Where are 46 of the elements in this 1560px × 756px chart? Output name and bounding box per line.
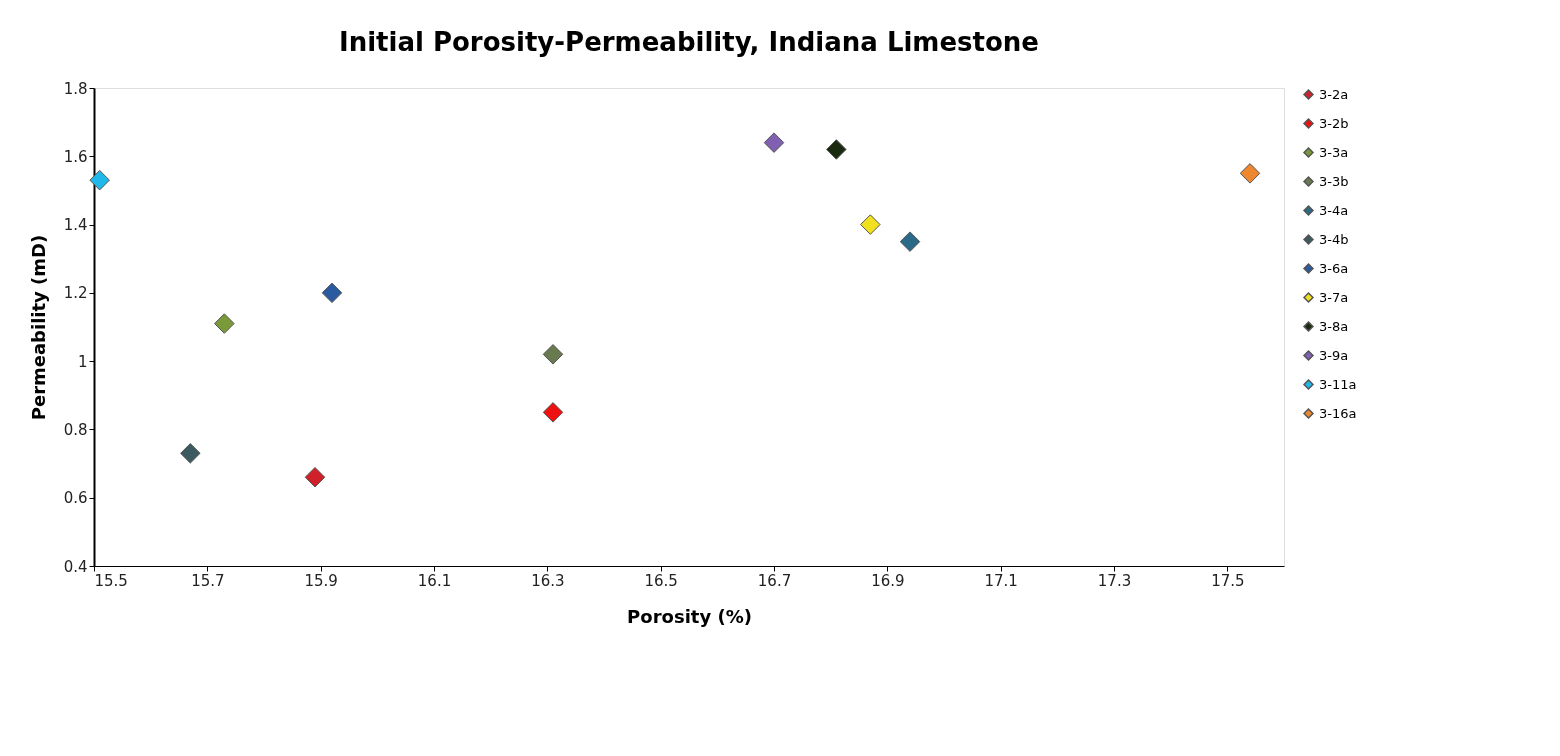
x-tick-label: 16.9: [871, 571, 905, 590]
legend-label: 3-2b: [1319, 115, 1349, 131]
point: [180, 443, 201, 464]
point: [89, 169, 110, 191]
y-tick-label: 1.8: [63, 79, 88, 98]
x-tick-label: 16.7: [757, 571, 792, 590]
point: [860, 214, 881, 235]
point: [304, 466, 326, 488]
legend-label: 3-3a: [1319, 144, 1349, 160]
x-tick-label: 17.5: [1211, 571, 1245, 590]
point: [1239, 163, 1261, 184]
legend-label: 3-4a: [1319, 202, 1349, 218]
legend-label: 3-6a: [1319, 260, 1349, 276]
point: [899, 231, 921, 252]
chart-title: Initial Porosity-Permeability, Indiana Limestone: [339, 27, 1039, 57]
x-tick-label: 16.3: [531, 571, 565, 590]
point: [542, 344, 564, 365]
point: [542, 402, 564, 423]
y-tick-label: 0.8: [63, 420, 88, 439]
y-axis-title: Permeability (mD): [27, 234, 49, 421]
legend-label: 3-7a: [1319, 289, 1349, 305]
y-tick-label: 1: [77, 352, 88, 371]
point: [826, 139, 847, 160]
point: [214, 313, 235, 334]
point: [321, 282, 343, 304]
legend-label: 3-2a: [1319, 86, 1349, 102]
legend-label: 3-9a: [1319, 347, 1349, 363]
x-tick-label: 15.7: [191, 571, 225, 590]
x-tick-label: 15.9: [304, 571, 338, 590]
x-tick-label: 17.1: [984, 571, 1018, 590]
point: [763, 132, 785, 153]
legend-label: 3-4b: [1319, 231, 1349, 247]
legend-label: 3-8a: [1319, 318, 1349, 334]
legend-label: 3-11a: [1319, 376, 1357, 392]
legend-label: 3-3b: [1319, 173, 1349, 189]
y-tick-label: 0.4: [63, 557, 88, 576]
x-tick-label: 15.5: [94, 571, 128, 590]
y-tick-label: 0.6: [63, 489, 88, 508]
x-tick-label: 16.1: [417, 571, 452, 590]
x-tick-label: 16.5: [644, 571, 678, 590]
x-axis-title: Porosity (%): [627, 605, 752, 627]
y-tick-label: 1.2: [63, 284, 88, 303]
y-tick-label: 1.4: [63, 216, 88, 235]
x-tick-label: 17.3: [1097, 571, 1132, 590]
y-tick-label: 1.6: [63, 147, 88, 166]
legend-label: 3-16a: [1319, 405, 1357, 421]
